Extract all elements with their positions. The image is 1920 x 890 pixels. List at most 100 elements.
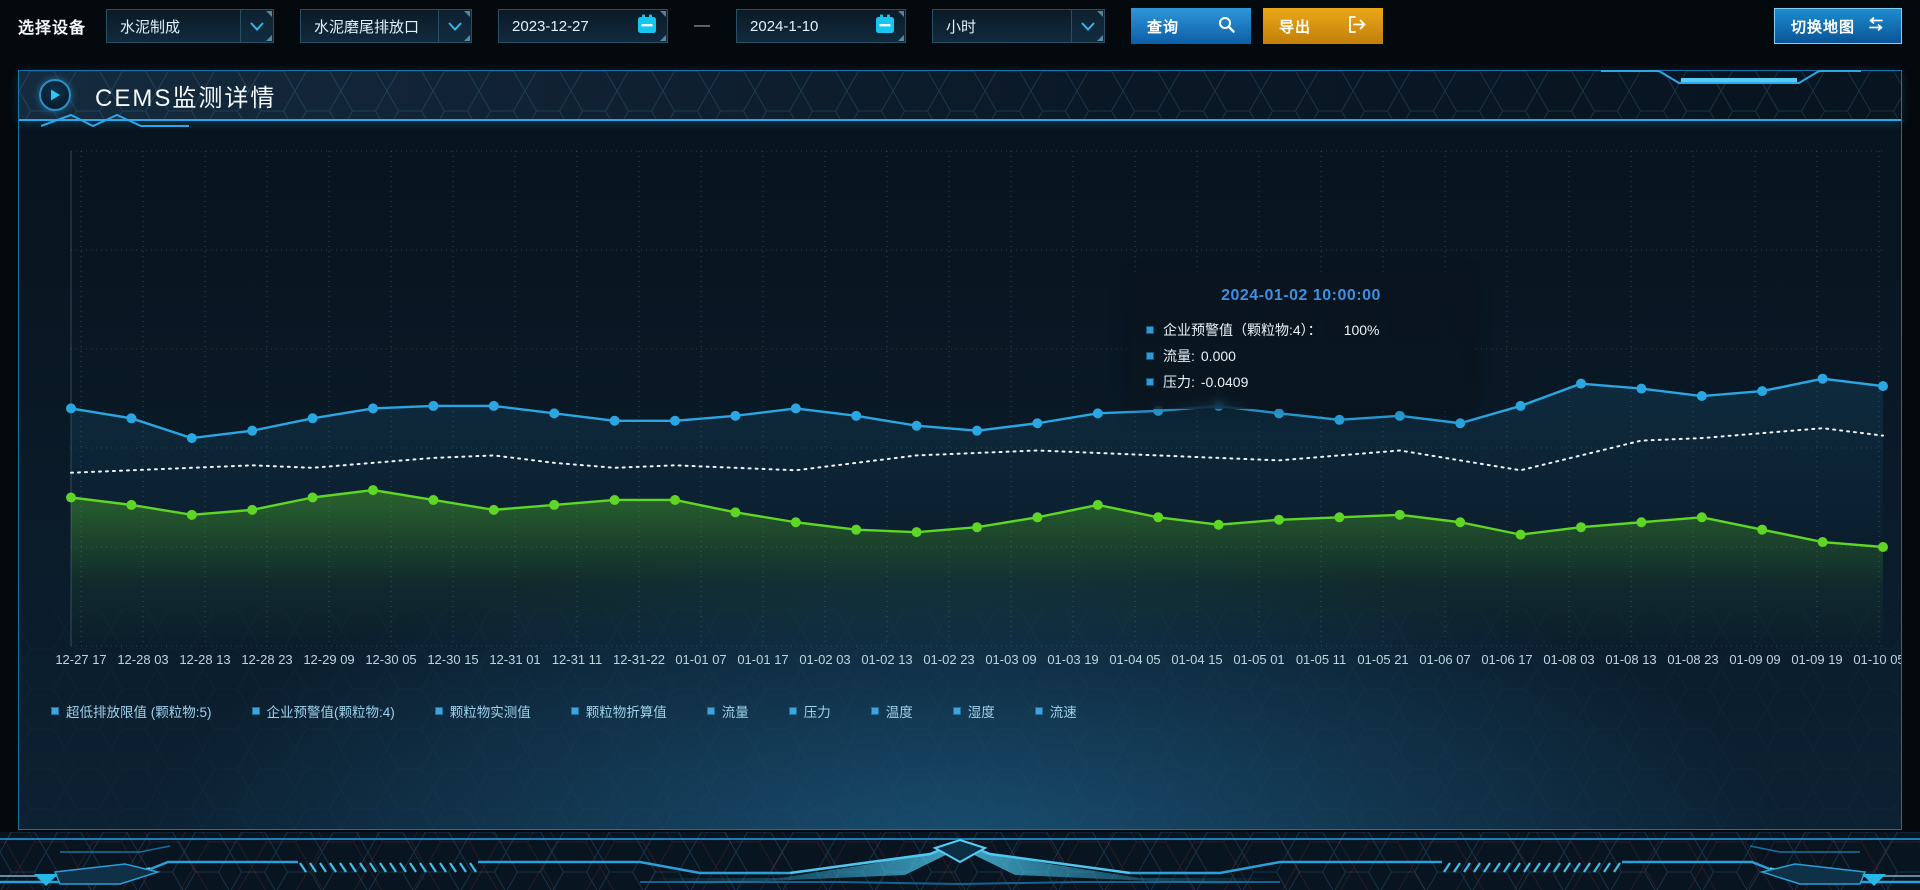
legend-label: 流量 bbox=[721, 705, 749, 720]
legend-marker-icon bbox=[51, 707, 59, 715]
x-axis-label: 01-06 17 bbox=[1481, 652, 1532, 667]
legend-label: 压力 bbox=[803, 705, 831, 720]
export-button[interactable]: 导出 bbox=[1263, 8, 1384, 44]
legend-item[interactable]: 颗粒物实测值 bbox=[434, 701, 531, 721]
legend-marker-icon bbox=[251, 707, 260, 715]
x-axis-label: 01-08 03 bbox=[1543, 652, 1594, 667]
x-axis-label: 12-30 05 bbox=[365, 652, 416, 667]
tooltip-marker-icon bbox=[1146, 352, 1154, 360]
legend-item[interactable]: 流量 bbox=[706, 701, 749, 721]
legend-label: 流速 bbox=[1049, 705, 1077, 720]
cems-line-chart[interactable]: 12-27 17 12-28 03 12-28 13 12-28 23 12-29 09… bbox=[19, 123, 1901, 671]
tooltip-row: 流量: 0.000 bbox=[1128, 343, 1474, 369]
legend-label: 颗粒物折算值 bbox=[585, 705, 667, 720]
search-icon bbox=[1218, 16, 1235, 37]
date-range-separator: — bbox=[694, 17, 711, 34]
x-axis-label: 01-05 01 bbox=[1233, 652, 1284, 667]
x-axis-label: 12-28 23 bbox=[241, 652, 292, 667]
legend-item[interactable]: 温度 bbox=[870, 701, 913, 721]
x-axis-label: 12-27 17 bbox=[55, 652, 106, 667]
switch-map-label: 切换地图 bbox=[1791, 18, 1856, 36]
query-button[interactable]: 查询 bbox=[1131, 8, 1252, 44]
legend-item[interactable]: 流速 bbox=[1034, 701, 1077, 721]
tooltip-value: 100% bbox=[1343, 322, 1380, 338]
x-axis-label: 01-10 05 bbox=[1853, 652, 1901, 667]
footer-tech-decoration bbox=[0, 832, 1920, 890]
cems-panel: CEMS监测详情 12-27 17 12-28 03 12-28 13 12-28 2… bbox=[18, 70, 1902, 830]
calendar-icon[interactable] bbox=[636, 13, 658, 39]
outlet-select[interactable]: 水泥磨尾排放口 bbox=[300, 9, 473, 43]
interval-select[interactable]: 小时 bbox=[932, 9, 1106, 43]
x-axis-label: 12-28 03 bbox=[117, 652, 168, 667]
legend-item[interactable]: 企业预警值(颗粒物:4) bbox=[251, 701, 395, 721]
switch-map-button[interactable]: 切换地图 bbox=[1774, 8, 1902, 44]
legend-marker-icon bbox=[952, 707, 961, 715]
tooltip-marker-icon bbox=[1146, 378, 1154, 386]
tooltip-value: 0.000 bbox=[1200, 348, 1236, 364]
legend-label: 企业预警值(颗粒物:4) bbox=[266, 705, 395, 720]
legend-marker-icon bbox=[1034, 707, 1043, 715]
x-axis-label: 01-05 21 bbox=[1357, 652, 1408, 667]
tooltip-row: 企业预警值（颗粒物:4）： 100% bbox=[1128, 317, 1474, 343]
toolbar: 选择设备 水泥制成 水泥磨尾排放口 2023-12-27 — 2024-1-10 bbox=[0, 0, 1920, 52]
chart-area: 12-27 17 12-28 03 12-28 13 12-28 23 12-29 09… bbox=[19, 123, 1901, 829]
legend-label: 温度 bbox=[885, 705, 913, 720]
legend-item[interactable]: 颗粒物折算值 bbox=[570, 701, 667, 721]
device-type-select[interactable]: 水泥制成 bbox=[106, 9, 275, 43]
legend-label: 颗粒物实测值 bbox=[449, 705, 531, 720]
x-axis-label: 12-28 13 bbox=[179, 652, 230, 667]
header-notch-decoration bbox=[1601, 70, 1861, 84]
legend-item[interactable]: 压力 bbox=[788, 701, 831, 721]
x-axis-label: 01-08 23 bbox=[1667, 652, 1718, 667]
start-date-input[interactable]: 2023-12-27 bbox=[498, 9, 669, 43]
x-axis-labels: 12-27 17 12-28 03 12-28 13 12-28 23 12-29 09… bbox=[55, 652, 1901, 667]
x-axis-label: 12-30 15 bbox=[427, 652, 478, 667]
end-date-input[interactable]: 2024-1-10 bbox=[736, 9, 907, 43]
x-axis-label: 01-02 13 bbox=[861, 652, 912, 667]
x-axis-label: 01-04 15 bbox=[1171, 652, 1222, 667]
device-select-label: 选择设备 bbox=[18, 20, 87, 37]
panel-header: CEMS监测详情 bbox=[19, 70, 1901, 128]
tooltip-timestamp: 2024-01-02 10:00:00 bbox=[1221, 287, 1381, 304]
header-zigzag-decoration bbox=[41, 113, 189, 128]
x-axis-label: 12-31 11 bbox=[552, 652, 602, 667]
x-axis-label: 01-01 07 bbox=[675, 652, 726, 667]
x-axis-label: 01-03 09 bbox=[985, 652, 1036, 667]
outlet-value: 水泥磨尾排放口 bbox=[314, 18, 420, 36]
chevron-down-icon[interactable] bbox=[438, 10, 472, 42]
device-type-value: 水泥制成 bbox=[120, 18, 181, 36]
x-axis-label: 01-03 19 bbox=[1047, 652, 1098, 667]
x-axis-label: 01-06 07 bbox=[1419, 652, 1470, 667]
chart-tooltip: 2024-01-02 10:00:00 企业预警值（颗粒物:4）： 100% 流量:… bbox=[1128, 273, 1474, 409]
legend-marker-icon bbox=[570, 707, 579, 715]
chart-legend: 超低排放限值 (颗粒物:5) 企业预警值(颗粒物:4) 颗粒物实测值 颗粒物折算值 流量… bbox=[51, 701, 1881, 721]
series-流量 bbox=[66, 485, 1888, 646]
tooltip-value: -0.0409 bbox=[1200, 374, 1249, 390]
tooltip-label: 压力: bbox=[1163, 374, 1195, 390]
x-axis-label: 12-29 09 bbox=[303, 652, 354, 667]
swap-arrows-icon bbox=[1867, 17, 1885, 35]
legend-item[interactable]: 超低排放限值 (颗粒物:5) bbox=[51, 701, 212, 721]
x-axis-label: 12-31-22 bbox=[613, 652, 665, 667]
chevron-down-icon[interactable] bbox=[1071, 10, 1105, 42]
export-button-label: 导出 bbox=[1279, 18, 1312, 36]
start-date-value: 2023-12-27 bbox=[512, 17, 589, 35]
legend-label: 超低排放限值 (颗粒物:5) bbox=[66, 705, 212, 720]
play-icon bbox=[39, 79, 71, 111]
legend-marker-icon bbox=[870, 707, 879, 715]
legend-label: 湿度 bbox=[967, 705, 995, 720]
tooltip-marker-icon bbox=[1146, 326, 1154, 334]
calendar-icon[interactable] bbox=[874, 13, 896, 39]
chevron-down-icon[interactable] bbox=[240, 10, 274, 42]
tooltip-label: 流量: bbox=[1163, 348, 1195, 364]
x-axis-label: 01-09 19 bbox=[1791, 652, 1842, 667]
x-axis-label: 01-01 17 bbox=[737, 652, 788, 667]
interval-value: 小时 bbox=[946, 18, 977, 36]
legend-item[interactable]: 湿度 bbox=[952, 701, 995, 721]
legend-marker-icon bbox=[706, 707, 715, 715]
panel-title: CEMS监测详情 bbox=[95, 84, 277, 112]
tooltip-label: 企业预警值（颗粒物:4）： bbox=[1163, 322, 1322, 338]
x-axis-label: 12-31 01 bbox=[489, 652, 540, 667]
tooltip-row: 压力: -0.0409 bbox=[1128, 369, 1474, 395]
legend-marker-icon bbox=[788, 707, 797, 715]
